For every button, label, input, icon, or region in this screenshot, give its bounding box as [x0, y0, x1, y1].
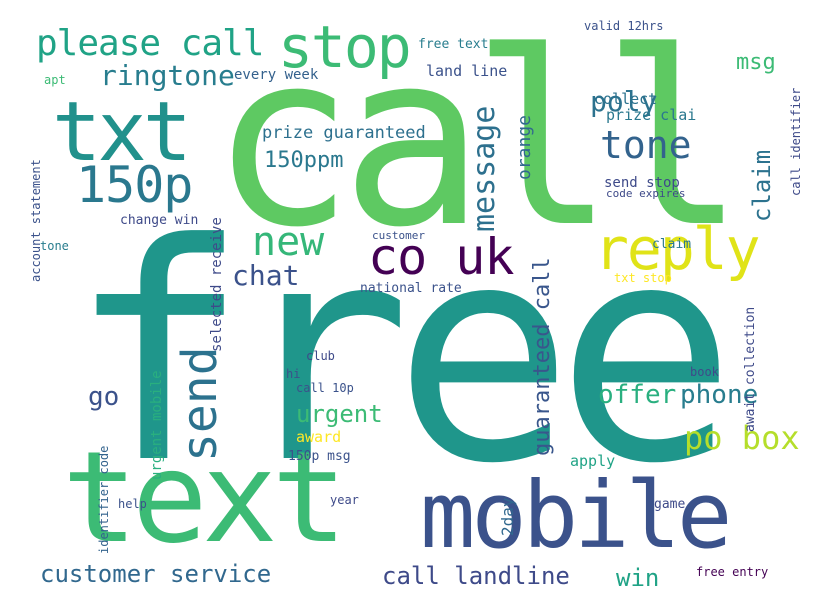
- word-code-expires: code expires: [606, 187, 686, 200]
- word-call-identifier: call identifier: [789, 87, 803, 196]
- word-free-entry: free entry: [696, 565, 769, 579]
- word-txt: txt: [52, 85, 192, 180]
- word-every-week: every week: [234, 67, 319, 83]
- word-tone: tone: [600, 123, 692, 167]
- word-prize-guaranteed: prize guaranteed: [262, 123, 426, 143]
- word-call: call: [210, 0, 746, 280]
- word-apply: apply: [570, 452, 616, 470]
- word-game: game: [654, 497, 686, 512]
- word-book: book: [690, 365, 719, 379]
- word-club: club: [306, 349, 335, 363]
- word-send-stop: send stop: [604, 175, 680, 191]
- word-help: help: [118, 497, 147, 511]
- word-poly: poly: [590, 85, 658, 118]
- word-call-10p: call 10p: [296, 381, 354, 395]
- word-free-text: free text: [418, 37, 489, 52]
- word-ringtone: ringtone: [100, 59, 235, 92]
- word-change-win: change win: [120, 213, 199, 228]
- word-new: new: [252, 219, 325, 265]
- word-send: send: [172, 346, 228, 462]
- word-mobile: mobile: [420, 462, 732, 569]
- word-offer: offer: [598, 380, 677, 410]
- word-apt: apt: [44, 73, 66, 87]
- word-orange: orange: [514, 114, 535, 180]
- word-hi: hi: [286, 367, 301, 381]
- word-await-collection: await collection: [743, 306, 758, 432]
- word-reply: reply: [594, 215, 761, 283]
- word-selected-receive: selected receive: [209, 217, 225, 352]
- word-150ppm: 150ppm: [264, 148, 344, 173]
- word-free: free: [68, 180, 736, 529]
- word-tone-2: tone: [40, 239, 69, 253]
- word-urgent-mobile: urgent mobile: [149, 370, 165, 480]
- word-year: year: [330, 493, 359, 507]
- word-txt-stop: txt stop: [614, 271, 672, 285]
- word-text: text: [62, 424, 347, 571]
- word-stop: stop: [278, 13, 412, 81]
- word-land-line: land line: [426, 62, 508, 80]
- word-identifier-code: identifier code: [97, 445, 111, 554]
- word-prize-clai: prize clai: [606, 106, 697, 124]
- word-account-statement: account statement: [29, 159, 43, 282]
- word-co-uk: co uk: [368, 228, 515, 286]
- word-win: win: [616, 564, 660, 592]
- word-award: award: [296, 428, 342, 446]
- word-150p-msg: 150p msg: [288, 449, 351, 464]
- word-valid-12hrs: valid 12hrs: [584, 19, 664, 33]
- word-claim: claim: [748, 149, 776, 222]
- word-claim-2: claim: [652, 237, 692, 252]
- word-message: message: [467, 105, 502, 232]
- word-msg: msg: [736, 50, 776, 75]
- word-please-call: please call: [36, 23, 264, 64]
- word-go: go: [88, 382, 120, 412]
- word-customer: customer: [372, 229, 425, 242]
- word-urgent: urgent: [296, 400, 383, 428]
- word-call-landline: call landline: [382, 562, 570, 590]
- word-guaranteed-call: guaranteed call: [530, 257, 555, 456]
- word-national-rate: national rate: [360, 281, 462, 296]
- word-chat: chat: [232, 259, 300, 292]
- word-2day: 2day: [498, 497, 517, 536]
- word-collect: collect: [594, 90, 658, 108]
- word-po-box: po box: [684, 419, 800, 457]
- word-phone: phone: [680, 380, 759, 410]
- word-customer-service: customer service: [40, 560, 272, 588]
- word-150p: 150p: [76, 156, 193, 214]
